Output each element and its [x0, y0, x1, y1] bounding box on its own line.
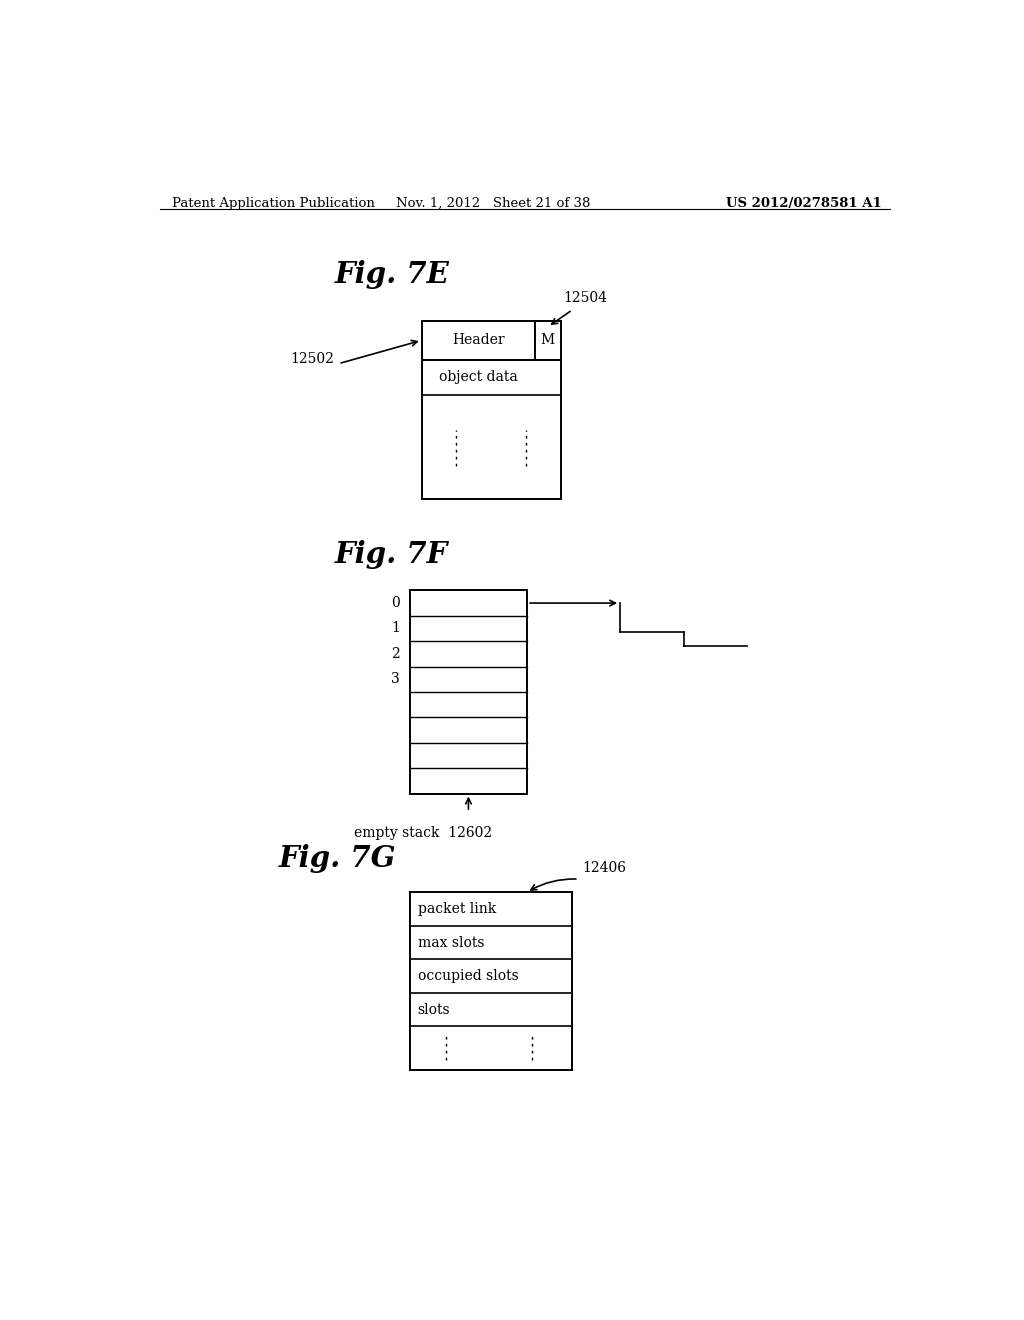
Text: 12406: 12406	[583, 861, 627, 875]
Text: US 2012/0278581 A1: US 2012/0278581 A1	[726, 197, 882, 210]
Text: 2: 2	[391, 647, 400, 661]
Text: 1: 1	[391, 622, 400, 635]
Text: Fig. 7F: Fig. 7F	[334, 540, 447, 569]
Bar	[422, 321, 560, 499]
Text: occupied slots: occupied slots	[418, 969, 518, 983]
Text: Patent Application Publication: Patent Application Publication	[172, 197, 375, 210]
Text: 3: 3	[391, 672, 400, 686]
Text: Fig. 7G: Fig. 7G	[279, 845, 396, 874]
Text: Fig. 7E: Fig. 7E	[334, 260, 450, 289]
Text: M: M	[541, 334, 555, 347]
Text: object data: object data	[439, 371, 518, 384]
Bar	[410, 590, 527, 793]
Text: 0: 0	[391, 597, 400, 610]
Text: 12504: 12504	[563, 290, 607, 305]
Text: slots: slots	[418, 1003, 451, 1016]
Text: Nov. 1, 2012   Sheet 21 of 38: Nov. 1, 2012 Sheet 21 of 38	[396, 197, 590, 210]
Text: packet link: packet link	[418, 902, 496, 916]
Text: empty stack  12602: empty stack 12602	[354, 826, 493, 840]
Bar	[410, 892, 572, 1071]
Text: 12502: 12502	[291, 351, 335, 366]
Text: max slots: max slots	[418, 936, 484, 949]
Text: Header: Header	[452, 334, 505, 347]
